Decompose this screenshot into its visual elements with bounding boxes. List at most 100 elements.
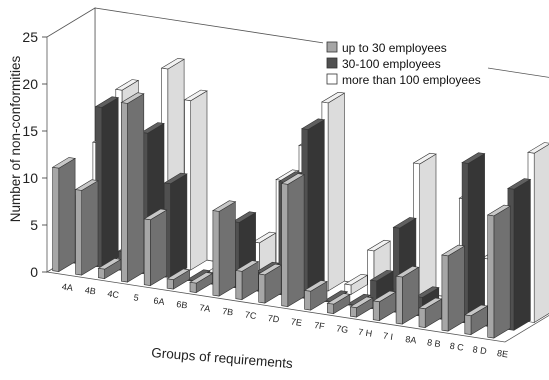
legend: up to 30 employees 30-100 employees more t… xyxy=(323,38,488,92)
bar-7B-series-1 xyxy=(212,200,237,297)
x-tick-label: 4A xyxy=(61,281,73,293)
y-tick-label: 10 xyxy=(22,170,38,186)
x-tick-label: 7D xyxy=(267,313,280,325)
x-axis-title: Groups of requirements xyxy=(151,345,294,371)
legend-swatch xyxy=(326,41,338,53)
bar-front-face xyxy=(487,214,495,339)
bar-side-face xyxy=(533,143,549,324)
bar-front-face xyxy=(258,273,266,304)
bar-6A-series-3 xyxy=(183,89,208,271)
bar-side-face xyxy=(190,90,208,271)
bar-7G-series-1 xyxy=(326,293,351,315)
bar-front-face xyxy=(372,300,380,321)
bar-side-face xyxy=(127,93,145,283)
x-tick-label: 8 D xyxy=(472,344,488,356)
bars xyxy=(51,57,549,339)
x-tick-label: 8A xyxy=(405,334,417,346)
bar-side-face xyxy=(287,174,305,308)
x-tick-label: 6A xyxy=(153,295,165,307)
bar-6A-series-2 xyxy=(163,172,188,279)
bar-front-face xyxy=(235,270,243,300)
x-tick-label: 8 C xyxy=(449,341,465,353)
legend-label: 30-100 employees xyxy=(342,57,441,71)
bar-front-face xyxy=(98,267,105,279)
bar-side-face xyxy=(513,178,531,331)
bar-side-face xyxy=(467,153,485,324)
bar-7C-series-1 xyxy=(234,260,260,301)
bar-7F-series-3 xyxy=(343,273,369,296)
bar-8E-series-3 xyxy=(527,142,549,324)
bar-side-face xyxy=(81,180,99,276)
y-tick-label: 0 xyxy=(30,264,38,280)
bar-8E-series-1 xyxy=(486,204,512,339)
bar-side-face xyxy=(327,92,345,292)
y-axis: 0 5 10 15 20 25 xyxy=(22,29,47,280)
bar-side-face xyxy=(419,153,437,306)
bar-4A-series-1 xyxy=(51,157,76,273)
legend-swatch xyxy=(326,73,338,85)
x-tick-label: 8 B xyxy=(426,337,441,349)
x-tick-label: 7F xyxy=(313,320,325,332)
bar-4B-series-1 xyxy=(74,179,99,276)
bar-8A-series-1 xyxy=(395,265,420,325)
bar-8C-series-2 xyxy=(461,152,486,324)
y-axis-title: Number of non-conformities xyxy=(8,55,23,222)
x-axis: 4A 4B 4C 5 6A 6B 7A 7B 7C 7D 7E 7F 7G 7 H 7 I 8A 8 B 8 C 8… xyxy=(61,281,509,359)
bar-8E-series-2 xyxy=(507,178,532,331)
x-tick-label: 5 xyxy=(133,292,139,303)
bar-8D-series-1 xyxy=(463,304,489,336)
bar-front-face xyxy=(121,102,128,283)
x-tick-label: 7C xyxy=(244,309,257,321)
bar-7F-series-1 xyxy=(303,280,328,311)
bar-7E-series-2 xyxy=(300,118,326,300)
bar-front-face xyxy=(52,166,60,272)
y-tick-label: 15 xyxy=(22,123,38,139)
bar-7E-series-1 xyxy=(280,173,305,308)
bar-side-face xyxy=(150,209,167,287)
bar-front-face xyxy=(304,290,312,311)
legend-box xyxy=(323,38,488,92)
bar-side-face xyxy=(58,157,76,273)
x-tick-label: 7G xyxy=(336,323,349,335)
bar-front-face xyxy=(166,278,174,290)
y-tick-label: 25 xyxy=(22,29,38,45)
legend-swatch xyxy=(326,57,338,69)
bar-front-face xyxy=(281,183,289,307)
bar-4B-series-2 xyxy=(94,96,120,268)
bar-front-face xyxy=(189,281,197,293)
bar-7H-series-1 xyxy=(349,296,374,318)
legend-label: more than 100 employees xyxy=(342,73,481,87)
bar-side-face xyxy=(447,245,465,332)
bar-side-face xyxy=(307,119,325,300)
bar-front-face xyxy=(418,307,426,328)
x-tick-label: 4B xyxy=(84,285,96,297)
bar-front-face xyxy=(212,210,220,297)
bar-side-face xyxy=(493,205,511,339)
bar-4C-series-1 xyxy=(97,258,122,280)
bar-6A-series-1 xyxy=(143,208,168,287)
x-tick-label: 6B xyxy=(176,299,188,311)
bar-7A-series-1 xyxy=(189,272,214,294)
y-tick-label: 20 xyxy=(22,76,38,92)
bar-front-face xyxy=(143,218,151,286)
x-tick-label: 7E xyxy=(290,316,302,328)
bar-side-face xyxy=(218,201,236,297)
x-tick-label: 7A xyxy=(199,302,211,314)
bar-7I-series-1 xyxy=(372,290,397,322)
bar-front-face xyxy=(441,254,449,332)
bar-8B-series-1 xyxy=(418,297,443,329)
bar-front-face xyxy=(75,189,82,276)
bar-5-series-1 xyxy=(120,92,145,283)
bar-6B-series-1 xyxy=(166,268,191,290)
y-tick-label: 5 xyxy=(30,217,38,233)
legend-label: up to 30 employees xyxy=(342,41,447,55)
bar-side-face xyxy=(170,173,188,279)
bar-front-face xyxy=(395,275,403,325)
x-tick-label: 7 H xyxy=(357,327,372,339)
x-tick-label: 7B xyxy=(222,306,234,318)
bar-side-face xyxy=(101,97,119,268)
bar-front-face xyxy=(464,314,472,335)
bar-7E-series-3 xyxy=(321,91,346,292)
